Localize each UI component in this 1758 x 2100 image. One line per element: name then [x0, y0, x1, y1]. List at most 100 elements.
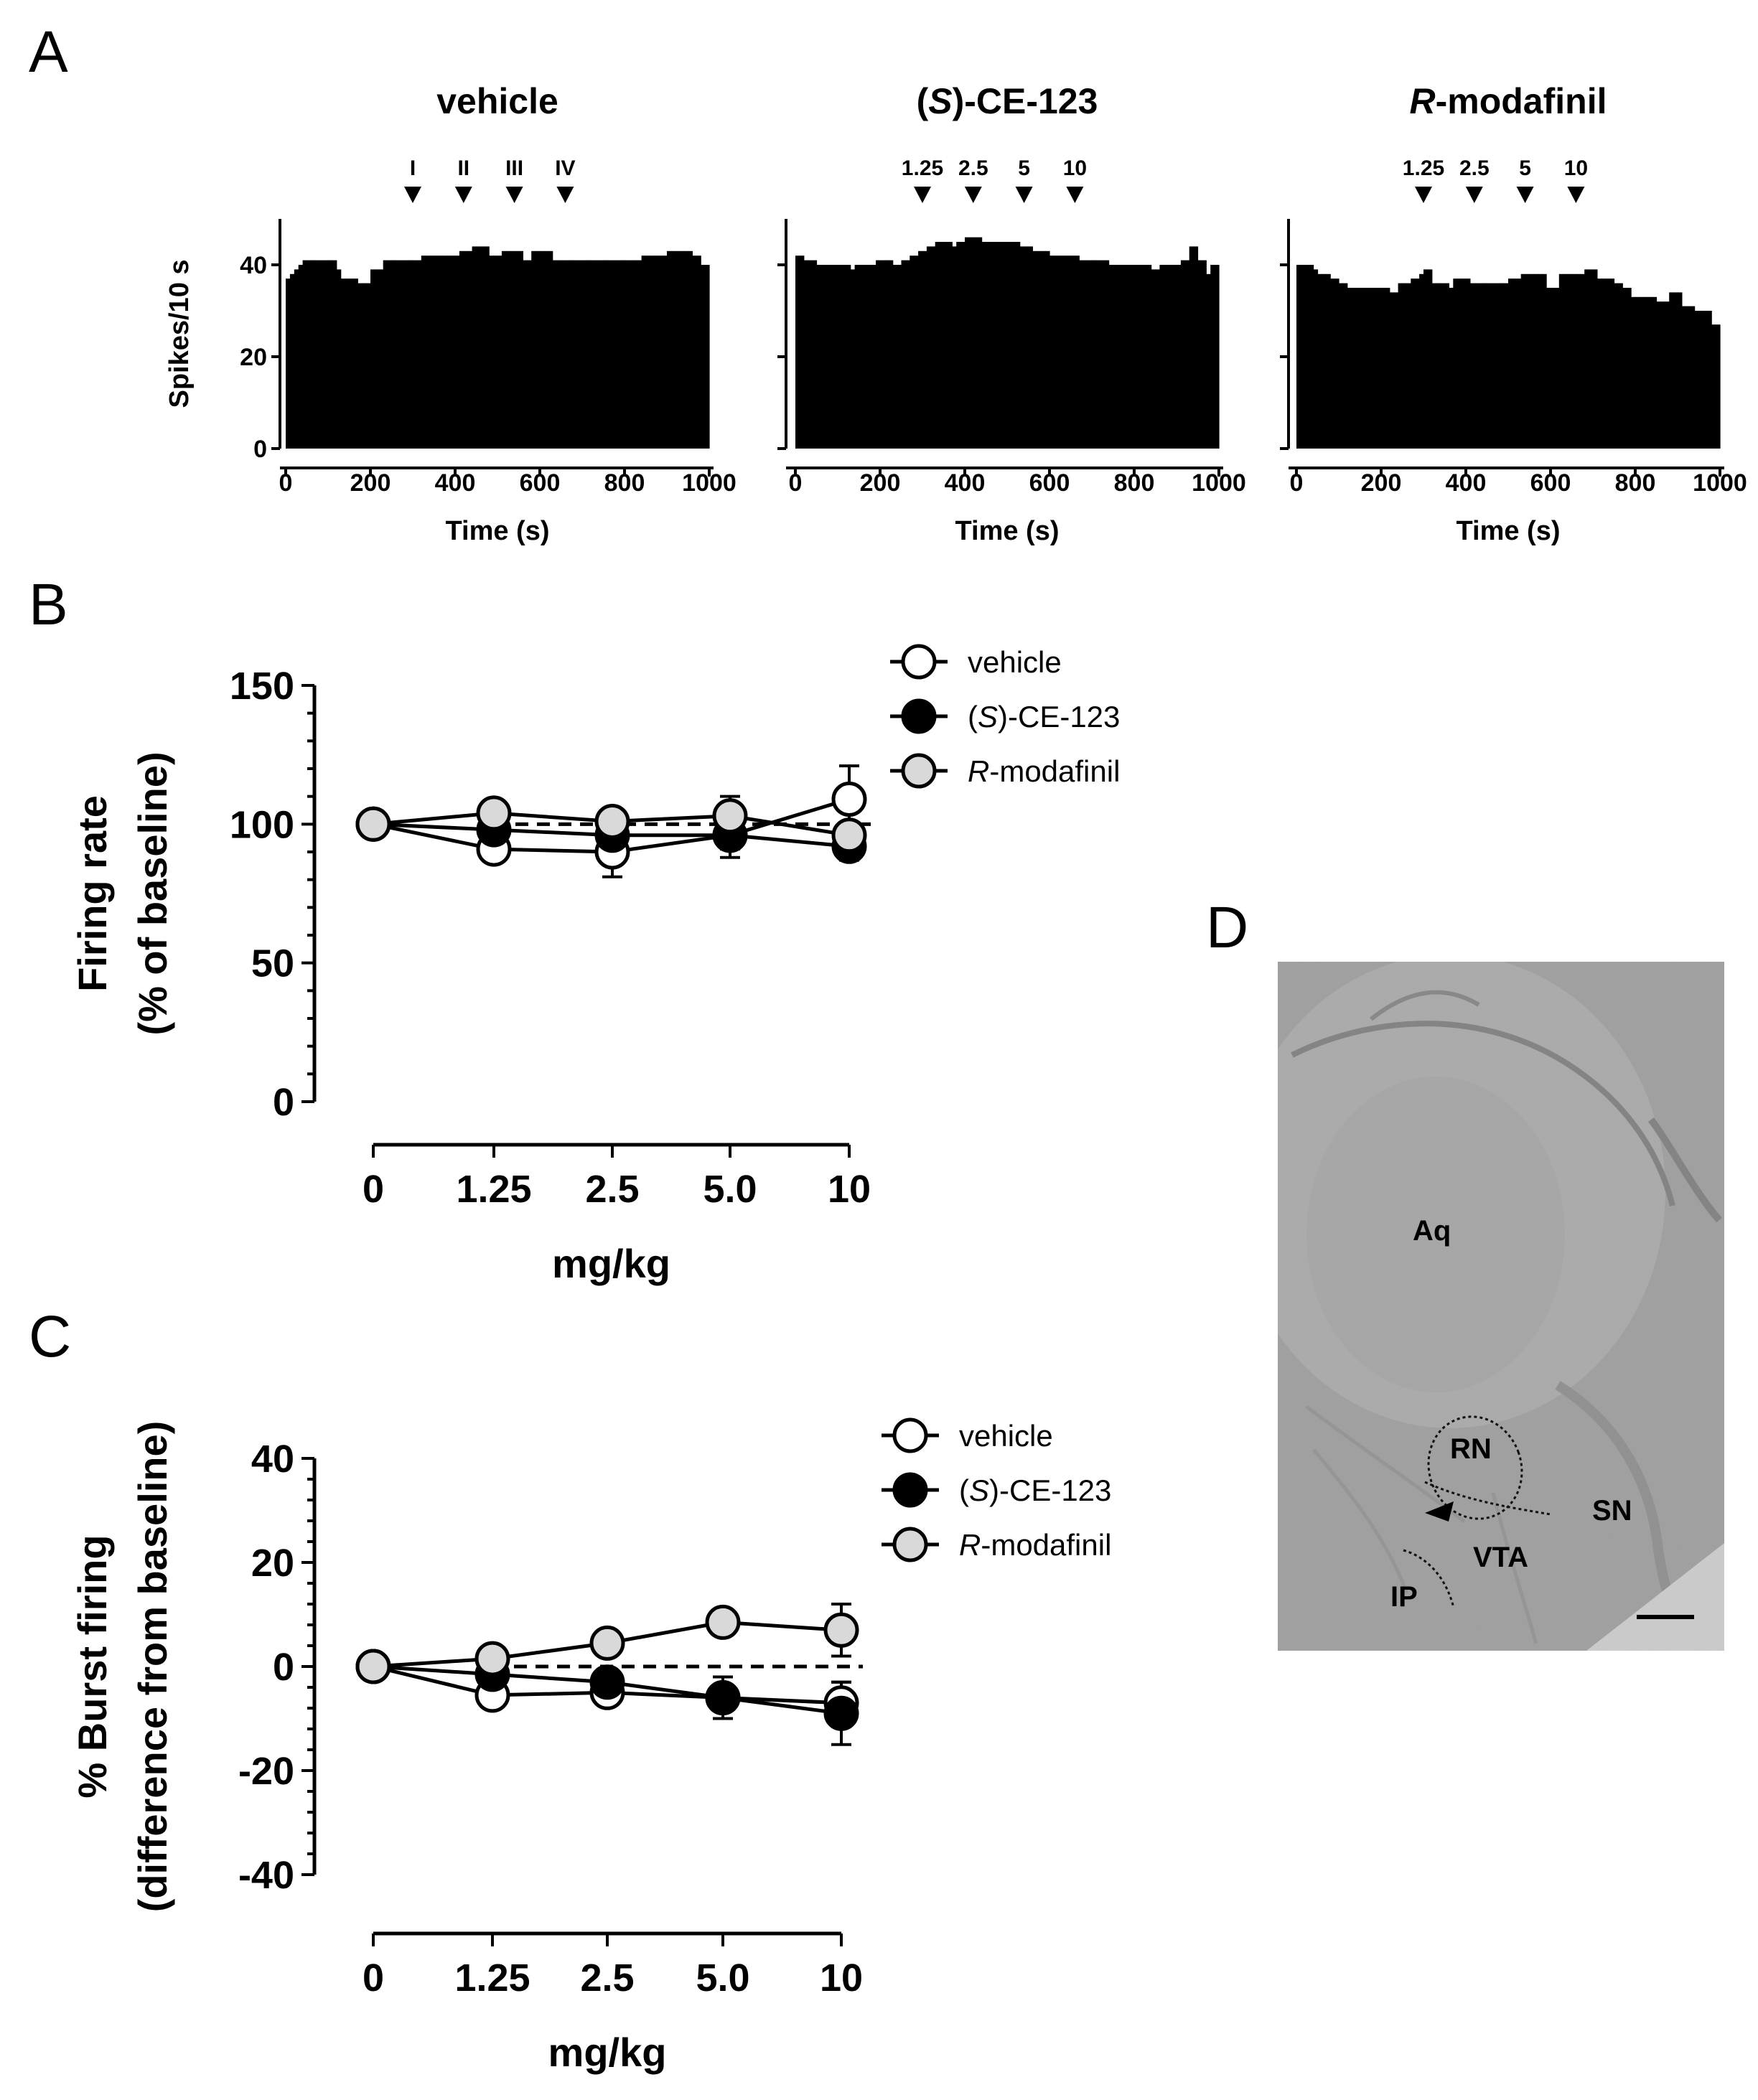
histogram-bar [289, 273, 295, 449]
histogram-bar [692, 256, 697, 449]
vta-boundary-line [1424, 1481, 1551, 1516]
histogram-bar [820, 265, 826, 449]
chart-title: (S)-CE-123 [917, 81, 1098, 121]
histogram-bar [1631, 296, 1636, 449]
histogram-bar [1180, 260, 1186, 449]
legend-label: vehicle [968, 645, 1062, 679]
x-tick-label: 5.0 [696, 1956, 749, 2000]
x-tick-label: 2.5 [585, 1168, 639, 1211]
histogram-bar [463, 250, 469, 449]
chart-title-rest: )-CE-123 [953, 81, 1098, 121]
histogram-bar [838, 265, 843, 449]
histogram-bar [1373, 288, 1378, 449]
histogram-bar [302, 260, 308, 449]
histogram-bar [679, 250, 685, 449]
legend-label: R-modafinil [968, 754, 1120, 788]
marker-arrow-icon [556, 187, 574, 203]
chart-title-italic: S [928, 81, 952, 121]
histogram-bar [1431, 283, 1437, 449]
histogram-bar [336, 269, 342, 449]
histogram-bar [425, 256, 431, 449]
legend-label-italic: R [968, 754, 989, 788]
histogram-bar [1516, 278, 1522, 449]
legend-label: (S)-CE-123 [959, 1473, 1111, 1507]
chart-title: vehicle [436, 81, 558, 121]
x-tick-label: 0 [279, 469, 293, 497]
legend-label-italic: R [959, 1528, 981, 1562]
histogram-bar [586, 260, 592, 449]
histogram-bar [1622, 288, 1627, 449]
histogram-bar [1635, 296, 1640, 449]
data-point [355, 806, 391, 842]
histogram-bar [825, 265, 830, 449]
histogram-bar [565, 260, 570, 449]
histogram-bar [854, 265, 860, 449]
histogram-bar [876, 260, 881, 449]
x-tick-label: 400 [945, 469, 986, 497]
chart-title: R-modafinil [1410, 81, 1607, 121]
histogram-bar [1546, 288, 1551, 449]
histogram-bar [670, 250, 676, 449]
x-tick-label: 2.5 [580, 1956, 634, 2000]
histogram-bar [1037, 250, 1042, 449]
histogram-bar [413, 260, 418, 449]
histogram-bar [1576, 273, 1581, 449]
histogram-r-modafinil: 0 200 400 600 800 1000 Time (s) R-modafinil 1.25… [1280, 81, 1747, 546]
legend-label-rest: vehicle [968, 645, 1062, 679]
legend-label: R-modafinil [959, 1528, 1111, 1562]
histogram-bar [1605, 278, 1611, 449]
histogram-bar [922, 250, 927, 449]
histogram-bar [1589, 269, 1594, 449]
histogram-bar [307, 260, 312, 449]
histogram-bar [1656, 301, 1661, 449]
histogram-bar [1210, 265, 1215, 449]
histogram-bar [476, 246, 481, 449]
histogram-bar [1652, 296, 1658, 449]
histogram-bar [497, 256, 502, 449]
histogram-bar [1673, 292, 1678, 449]
histogram-bar [616, 260, 621, 449]
burst-firing-chart: -40 -20 0 20 40 % Burst firing (difference fro… [70, 1417, 1111, 2075]
histogram-bar [645, 256, 650, 449]
histogram-bar [298, 265, 304, 449]
marker-label: III [505, 156, 523, 180]
histogram-bar [1529, 273, 1534, 449]
x-tick-label: 0 [363, 1168, 384, 1211]
y-tick-label: 40 [240, 252, 267, 279]
histogram-bar [1703, 311, 1708, 449]
x-tick-label: 200 [350, 469, 391, 497]
histogram-bar [1172, 265, 1177, 449]
histogram-bar [901, 260, 906, 449]
x-axis-label: Time (s) [1456, 516, 1560, 546]
x-tick-label: 10 [820, 1956, 863, 2000]
y-axis-label: % Burst firing [70, 1534, 115, 1798]
histogram-bar [1647, 296, 1653, 449]
legend-marker [892, 1417, 928, 1453]
histogram-bar [1138, 265, 1144, 449]
x-tick-label: 1000 [682, 469, 737, 497]
histogram-bar [999, 242, 1004, 449]
histogram-bar [892, 265, 898, 449]
x-tick-label: 800 [1114, 469, 1155, 497]
legend-marker [901, 753, 937, 789]
y-axis-label: Spikes/10 s [164, 259, 195, 408]
histogram-bar [1300, 265, 1306, 449]
histogram-bar [1155, 269, 1160, 449]
x-axis-label: Time (s) [955, 516, 1059, 546]
legend-label-italic: S [978, 700, 998, 733]
histogram-bar [527, 260, 532, 449]
histogram-bar [914, 256, 919, 449]
x-tick-label: 0 [363, 1956, 384, 2000]
histogram-bar [650, 256, 655, 449]
histogram-bar [607, 260, 612, 449]
histogram-bar [1487, 283, 1492, 449]
histogram-bar [973, 237, 978, 449]
histogram-bar [620, 260, 625, 449]
histogram-bar [1296, 265, 1301, 449]
histogram-bar [1381, 288, 1386, 449]
y-tick-label: -20 [238, 1750, 294, 1793]
marker-arrow-icon [1516, 187, 1534, 203]
histogram-bar [833, 265, 838, 449]
histogram-bar [1377, 288, 1382, 449]
